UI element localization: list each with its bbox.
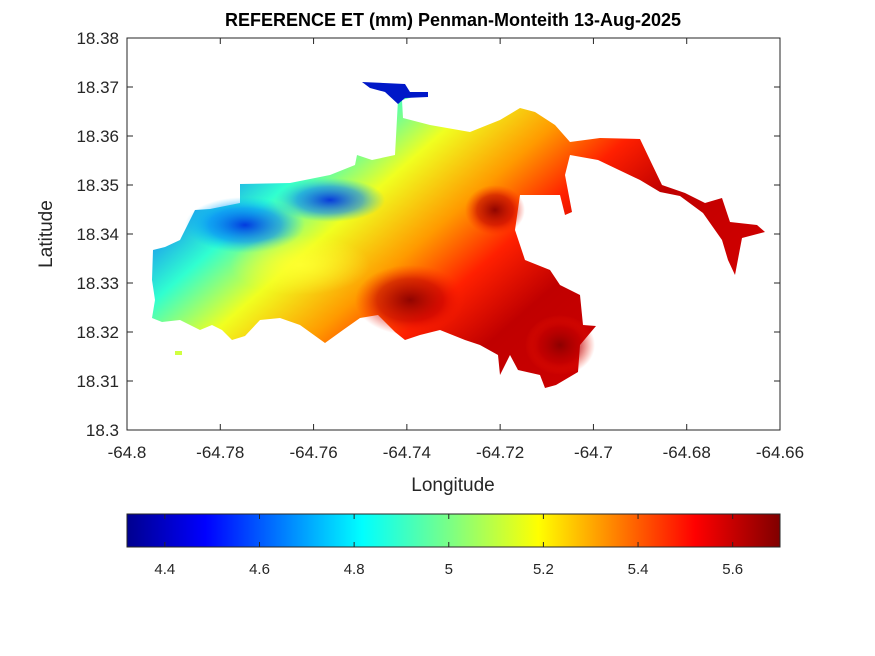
colorbar-tick-label: 5.6: [722, 561, 743, 578]
x-tick-label: -64.72: [476, 443, 524, 462]
figure-title: REFERENCE ET (mm) Penman-Monteith 13-Aug…: [225, 10, 681, 30]
x-tick-label: -64.68: [663, 443, 711, 462]
y-tick-label: 18.35: [76, 176, 119, 195]
high-et-zone: [355, 265, 465, 335]
y-tick-label: 18.32: [76, 323, 119, 342]
colorbar-ticks: 4.4 4.6 4.8 5 5.2 5.4 5.6: [154, 514, 743, 578]
colorbar-tick-label: 5.4: [628, 561, 649, 578]
y-tick-label: 18.37: [76, 78, 119, 97]
colorbar-tick-label: 4.6: [249, 561, 270, 578]
x-axis-label: Longitude: [411, 475, 494, 496]
colorbar-tick-label: 5: [445, 561, 453, 578]
y-tick-label: 18.38: [76, 29, 119, 48]
colorbar: [126, 513, 781, 548]
y-tick-label: 18.36: [76, 127, 119, 146]
y-tick-label: 18.33: [76, 274, 119, 293]
colorbar-tick-label: 4.4: [154, 561, 175, 578]
x-tick-label: -64.74: [383, 443, 431, 462]
y-tick-label: 18.3: [86, 421, 119, 440]
x-tick-label: -64.8: [108, 443, 147, 462]
colorbar-tick-label: 4.8: [344, 561, 365, 578]
high-et-zone-2: [525, 315, 595, 375]
y-tick-label: 18.34: [76, 225, 119, 244]
north-tip-shape: [362, 82, 428, 104]
low-et-zone-2: [275, 178, 385, 222]
y-axis-ticks: 18.3 18.31 18.32 18.33 18.34 18.35 18.36 18.37 1…: [76, 29, 780, 440]
x-tick-label: -64.78: [196, 443, 244, 462]
y-tick-label: 18.31: [76, 372, 119, 391]
x-tick-label: -64.76: [289, 443, 337, 462]
x-tick-label: -64.7: [574, 443, 613, 462]
mid-et-zone: [230, 235, 370, 295]
high-et-zone-3: [465, 185, 525, 235]
y-axis-label: Latitude: [36, 200, 57, 268]
colorbar-tick-label: 5.2: [533, 561, 554, 578]
x-axis-ticks: -64.8 -64.78 -64.76 -64.74 -64.72 -64.7 -64.68…: [108, 38, 804, 462]
x-tick-label: -64.66: [756, 443, 804, 462]
island-shape: [152, 93, 765, 388]
small-islet: [175, 351, 182, 355]
et-map-land: [152, 82, 765, 388]
